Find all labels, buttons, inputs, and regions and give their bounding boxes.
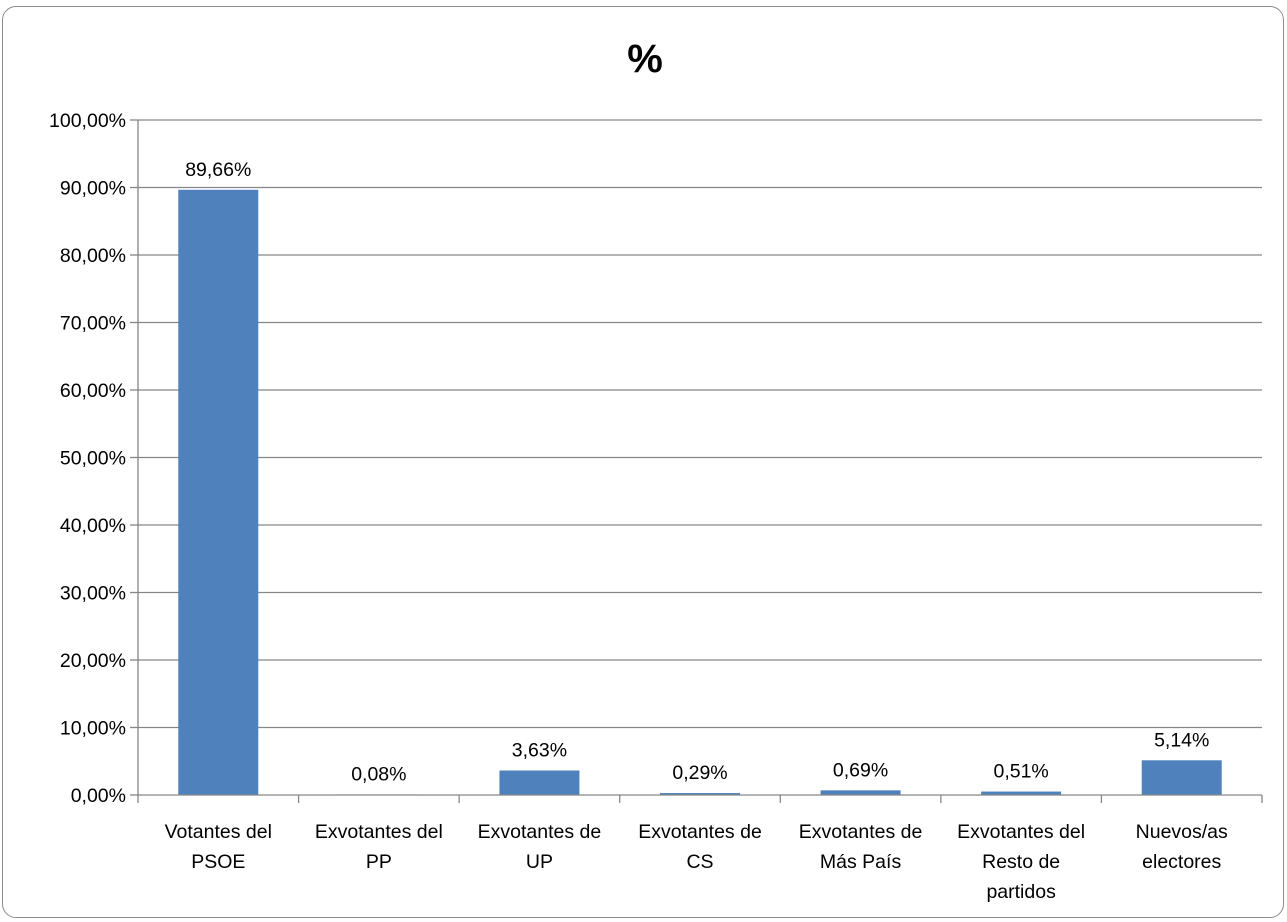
x-tick-label-line: Votantes del <box>165 821 272 843</box>
x-tick-label-line: CS <box>686 851 713 873</box>
x-tick-label-line: PSOE <box>191 851 245 873</box>
x-tick-label: Exvotantes de CS <box>638 821 762 873</box>
x-tick-label: Nuevos/as electores <box>1136 821 1228 873</box>
x-tick-label: Exvotantes del Resto de partidos <box>957 821 1085 903</box>
bar <box>660 793 740 795</box>
x-tick-label: Exvotantes de UP <box>478 821 602 873</box>
x-tick-label: Votantes del PSOE <box>165 821 272 873</box>
y-tick-label: 10,00% <box>60 718 126 740</box>
x-tick-label: Exvotantes de Más País <box>799 821 923 873</box>
data-label: 0,51% <box>993 761 1048 783</box>
x-tick-label: Exvotantes del PP <box>315 821 443 873</box>
bar <box>1141 760 1222 795</box>
x-tick-label-line: Exvotantes de <box>799 821 923 843</box>
y-tick-label: 90,00% <box>60 178 126 200</box>
y-tick-label: 60,00% <box>60 380 126 402</box>
x-tick-label-line: PP <box>366 851 392 873</box>
x-tick-label-line: Más País <box>820 851 902 873</box>
data-label: 0,29% <box>672 762 727 784</box>
x-tick-label-line: Exvotantes del <box>315 821 443 843</box>
data-label: 0,08% <box>351 763 406 785</box>
bars <box>178 189 1222 796</box>
chart-title: % <box>627 37 663 81</box>
x-tick-label-line: Exvotantes del <box>957 821 1085 843</box>
y-tick-label: 0,00% <box>71 785 126 807</box>
bar <box>178 189 259 796</box>
y-tick-label: 30,00% <box>60 583 126 605</box>
data-label: 3,63% <box>512 739 567 761</box>
bar <box>820 790 901 795</box>
y-tick-label: 50,00% <box>60 448 126 470</box>
labels: 0,00% 10,00% 20,00% 30,00% 40,00% 50,00% 60,00… <box>49 110 1228 903</box>
bar <box>499 770 580 795</box>
gridlines <box>138 119 1262 729</box>
x-tick-label-line: Exvotantes de <box>478 821 602 843</box>
x-tick-label-line: Resto de <box>982 851 1060 873</box>
x-tick-label-line: Nuevos/as <box>1136 821 1228 843</box>
axes <box>130 119 1263 803</box>
x-tick-label-line: UP <box>526 851 553 873</box>
data-label: 0,69% <box>833 759 888 781</box>
data-label: 89,66% <box>185 159 251 181</box>
y-tick-label: 70,00% <box>60 313 126 335</box>
x-tick-label-line: Exvotantes de <box>638 821 762 843</box>
y-tick-label: 100,00% <box>49 110 126 132</box>
data-label: 5,14% <box>1154 729 1209 751</box>
y-tick-label: 40,00% <box>60 515 126 537</box>
bar <box>981 791 1062 795</box>
x-tick-label-line: electores <box>1142 851 1221 873</box>
x-tick-label-line: partidos <box>986 881 1056 903</box>
y-tick-label: 80,00% <box>60 245 126 267</box>
y-tick-label: 20,00% <box>60 650 126 672</box>
